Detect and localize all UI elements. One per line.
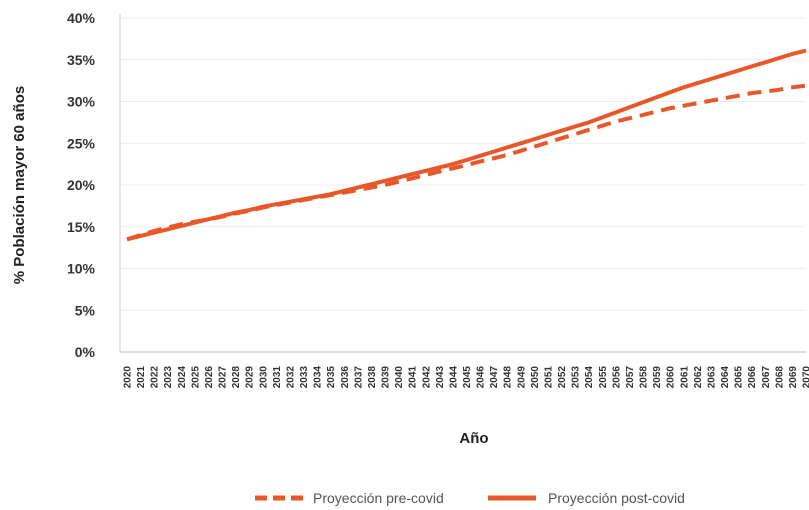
- x-tick-label: 2052: [557, 366, 568, 389]
- y-tick-label: 20%: [67, 177, 96, 193]
- x-tick-label: 2027: [218, 366, 229, 389]
- x-tick-label: 2033: [299, 366, 310, 389]
- y-tick-label: 40%: [67, 10, 96, 26]
- x-tick-label: 2046: [476, 366, 487, 389]
- y-axis-title: % Población mayor 60 años: [11, 86, 28, 284]
- x-tick-label: 2047: [489, 366, 500, 389]
- x-axis-ticks: 2020 2021 2022 2023 2024 2025 2026 2027 2028 2029…: [123, 366, 809, 389]
- x-tick-label: 2038: [367, 366, 378, 389]
- x-tick-label: 2022: [150, 366, 161, 389]
- x-tick-label: 2049: [516, 366, 527, 389]
- series-line-post-covid: [126, 48, 807, 242]
- series-lines: [126, 48, 807, 242]
- x-tick-label: 2050: [530, 366, 541, 389]
- x-tick-label: 2041: [408, 366, 419, 389]
- x-tick-label: 2063: [706, 366, 717, 389]
- x-tick-label: 2040: [394, 366, 405, 389]
- x-tick-label: 2048: [503, 366, 514, 389]
- legend: Proyección pre-covid Proyección post-covi…: [255, 490, 685, 506]
- x-tick-label: 2028: [231, 366, 242, 389]
- x-tick-label: 2039: [381, 366, 392, 389]
- x-tick-label: 2032: [285, 366, 296, 389]
- x-tick-label: 2067: [761, 366, 772, 389]
- x-tick-label: 2066: [747, 366, 758, 389]
- x-tick-label: 2045: [462, 366, 473, 389]
- legend-label: Proyección post-covid: [548, 490, 685, 506]
- y-axis-ticks: 0% 5% 10% 15% 20% 25% 30% 35% 40%: [67, 10, 96, 360]
- x-tick-label: 2029: [245, 366, 256, 389]
- x-tick-label: 2021: [136, 366, 147, 389]
- y-tick-label: 5%: [75, 302, 96, 318]
- x-tick-label: 2060: [666, 366, 677, 389]
- x-tick-label: 2043: [435, 366, 446, 389]
- x-tick-label: 2036: [340, 366, 351, 389]
- x-tick-label: 2035: [326, 366, 337, 389]
- y-tick-label: 10%: [67, 261, 96, 277]
- x-tick-label: 2053: [571, 366, 582, 389]
- y-tick-label: 0%: [75, 344, 96, 360]
- x-tick-label: 2020: [123, 366, 134, 389]
- x-tick-label: 2058: [639, 366, 650, 389]
- x-tick-label: 2051: [543, 366, 554, 389]
- x-tick-label: 2057: [625, 366, 636, 389]
- y-tick-label: 15%: [67, 219, 96, 235]
- y-tick-label: 30%: [67, 94, 96, 110]
- x-tick-label: 2025: [190, 366, 201, 389]
- x-tick-label: 2056: [611, 366, 622, 389]
- x-tick-label: 2061: [679, 366, 690, 389]
- x-tick-label: 2037: [353, 366, 364, 389]
- x-tick-label: 2023: [163, 366, 174, 389]
- x-tick-label: 2062: [693, 366, 704, 389]
- x-tick-label: 2044: [448, 366, 459, 389]
- x-tick-label: 2064: [720, 366, 731, 389]
- x-tick-label: 2055: [598, 366, 609, 389]
- x-tick-label: 2024: [177, 366, 188, 389]
- x-tick-label: 2070: [802, 366, 809, 389]
- x-tick-label: 2054: [584, 366, 595, 389]
- x-tick-label: 2042: [421, 366, 432, 389]
- legend-label: Proyección pre-covid: [313, 490, 444, 506]
- x-tick-label: 2068: [774, 366, 785, 389]
- x-tick-label: 2065: [734, 366, 745, 389]
- x-tick-label: 2069: [788, 366, 799, 389]
- x-tick-label: 2026: [204, 366, 215, 389]
- x-tick-label: 2059: [652, 366, 663, 389]
- x-axis-title: Año: [459, 430, 488, 447]
- x-tick-label: 2030: [258, 366, 269, 389]
- x-tick-label: 2034: [313, 366, 324, 389]
- gridlines: [120, 17, 806, 311]
- y-tick-label: 25%: [67, 135, 96, 151]
- x-tick-label: 2031: [272, 366, 283, 389]
- y-tick-label: 35%: [67, 52, 96, 68]
